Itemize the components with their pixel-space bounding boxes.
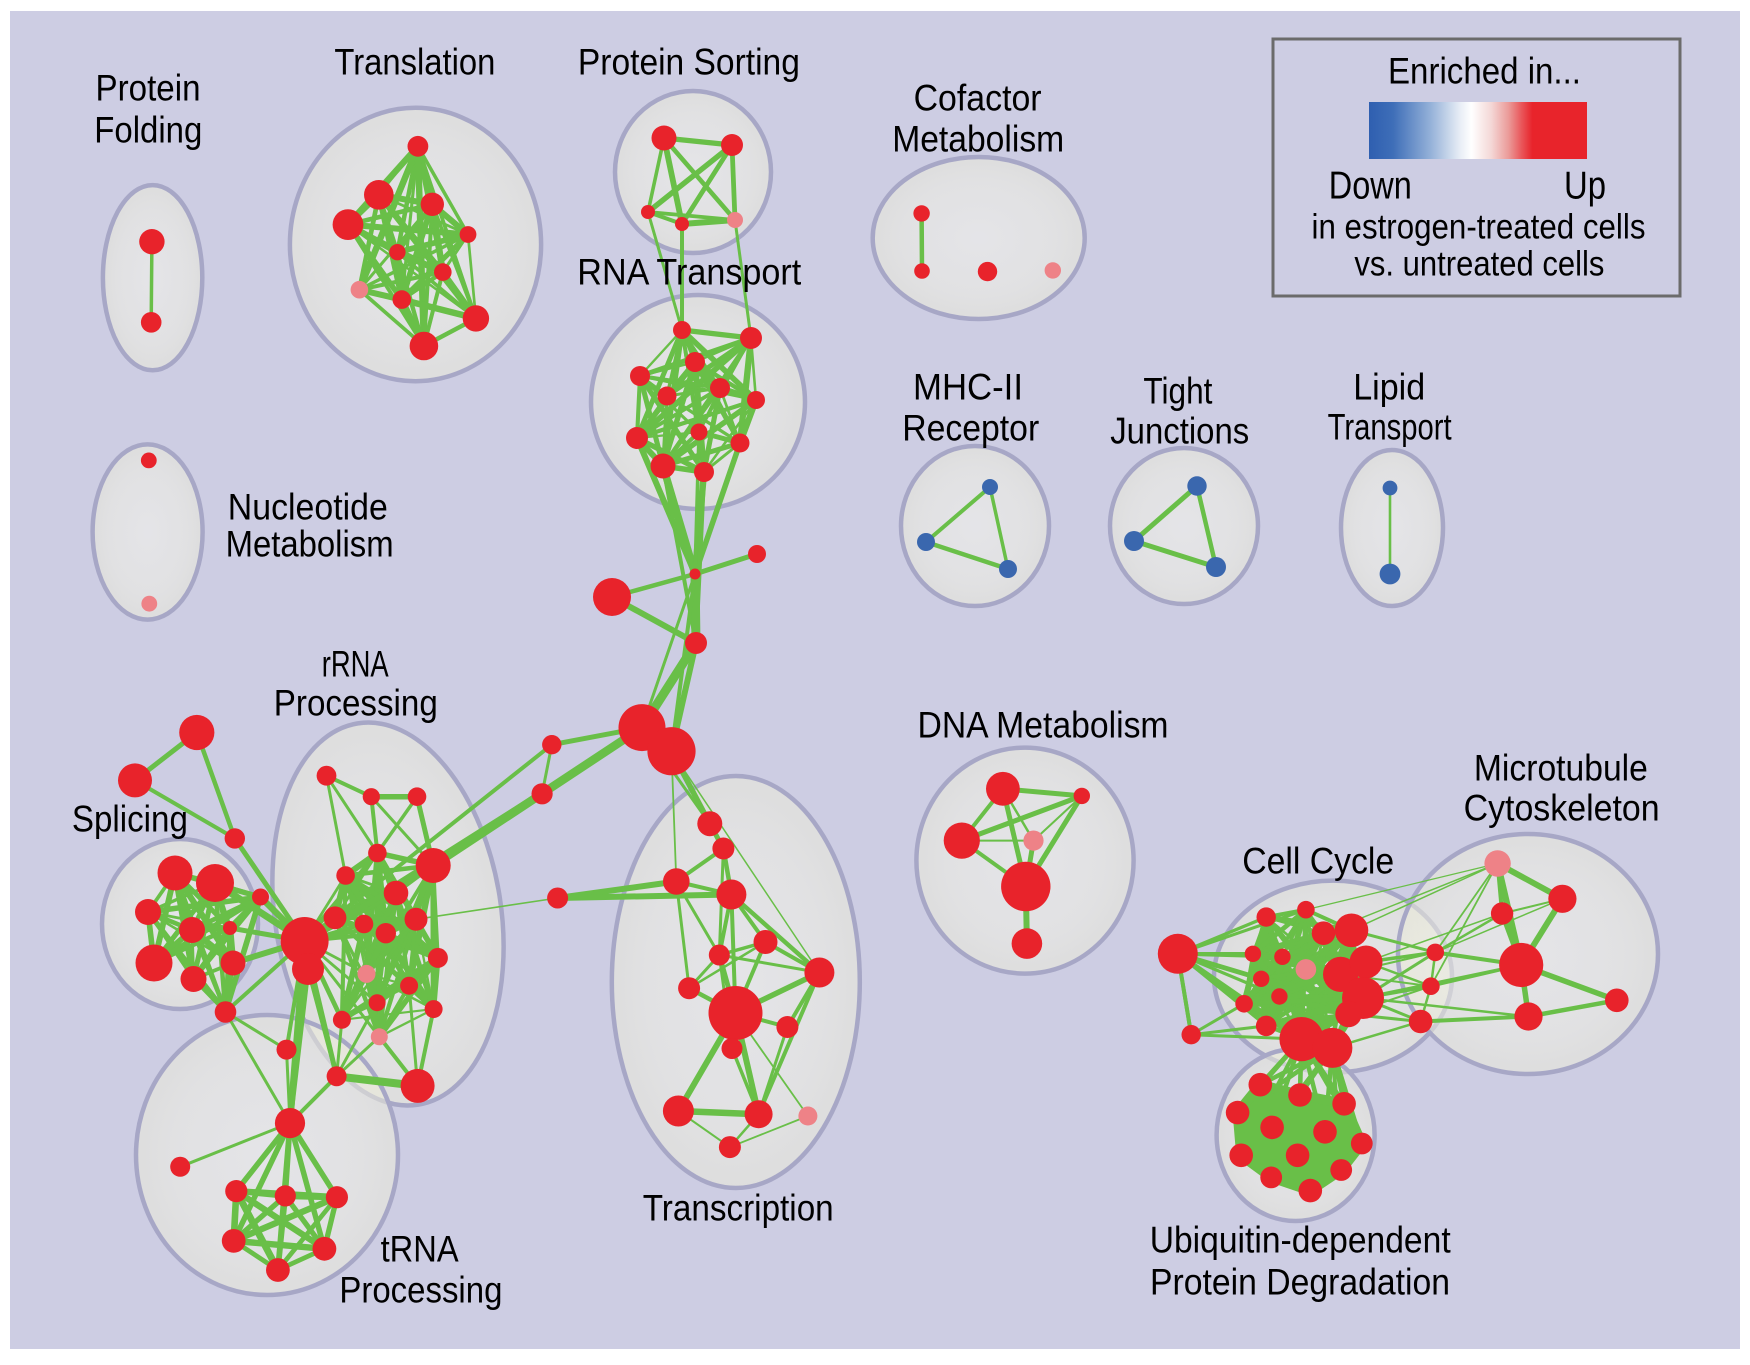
svg-text:Junctions: Junctions [1110, 411, 1249, 452]
svg-text:Down: Down [1329, 165, 1412, 208]
svg-text:Protein Sorting: Protein Sorting [578, 42, 800, 83]
svg-text:DNA Metabolism: DNA Metabolism [918, 705, 1169, 746]
svg-text:Transcription: Transcription [643, 1188, 834, 1229]
svg-text:Nucleotide: Nucleotide [228, 487, 388, 528]
svg-text:Tight: Tight [1143, 371, 1213, 412]
svg-text:Cell Cycle: Cell Cycle [1242, 841, 1394, 882]
svg-text:Lipid: Lipid [1353, 367, 1425, 408]
svg-text:Protein Degradation: Protein Degradation [1150, 1262, 1450, 1303]
svg-text:Enriched in...: Enriched in... [1388, 51, 1581, 92]
svg-text:Processing: Processing [339, 1270, 502, 1311]
svg-text:Metabolism: Metabolism [892, 119, 1064, 160]
svg-text:Cytoskeleton: Cytoskeleton [1464, 788, 1660, 829]
svg-text:Metabolism: Metabolism [226, 524, 394, 565]
svg-text:Ubiquitin-dependent: Ubiquitin-dependent [1150, 1220, 1452, 1261]
svg-text:MHC-II: MHC-II [913, 367, 1023, 408]
svg-text:Receptor: Receptor [902, 408, 1039, 449]
svg-text:rRNA: rRNA [322, 644, 389, 685]
svg-text:Up: Up [1564, 165, 1606, 208]
svg-text:tRNA: tRNA [381, 1229, 459, 1270]
svg-text:Folding: Folding [94, 110, 202, 151]
svg-text:Protein: Protein [96, 68, 201, 109]
svg-text:Processing: Processing [274, 683, 438, 724]
svg-text:Splicing: Splicing [72, 799, 188, 840]
svg-text:Cofactor: Cofactor [914, 78, 1042, 119]
svg-text:Translation: Translation [334, 42, 495, 83]
svg-text:Transport: Transport [1328, 407, 1453, 448]
svg-text:vs. untreated cells: vs. untreated cells [1354, 245, 1604, 284]
svg-text:in estrogen-treated cells: in estrogen-treated cells [1312, 208, 1646, 247]
svg-text:RNA Transport: RNA Transport [577, 252, 802, 293]
svg-text:Microtubule: Microtubule [1474, 748, 1648, 789]
